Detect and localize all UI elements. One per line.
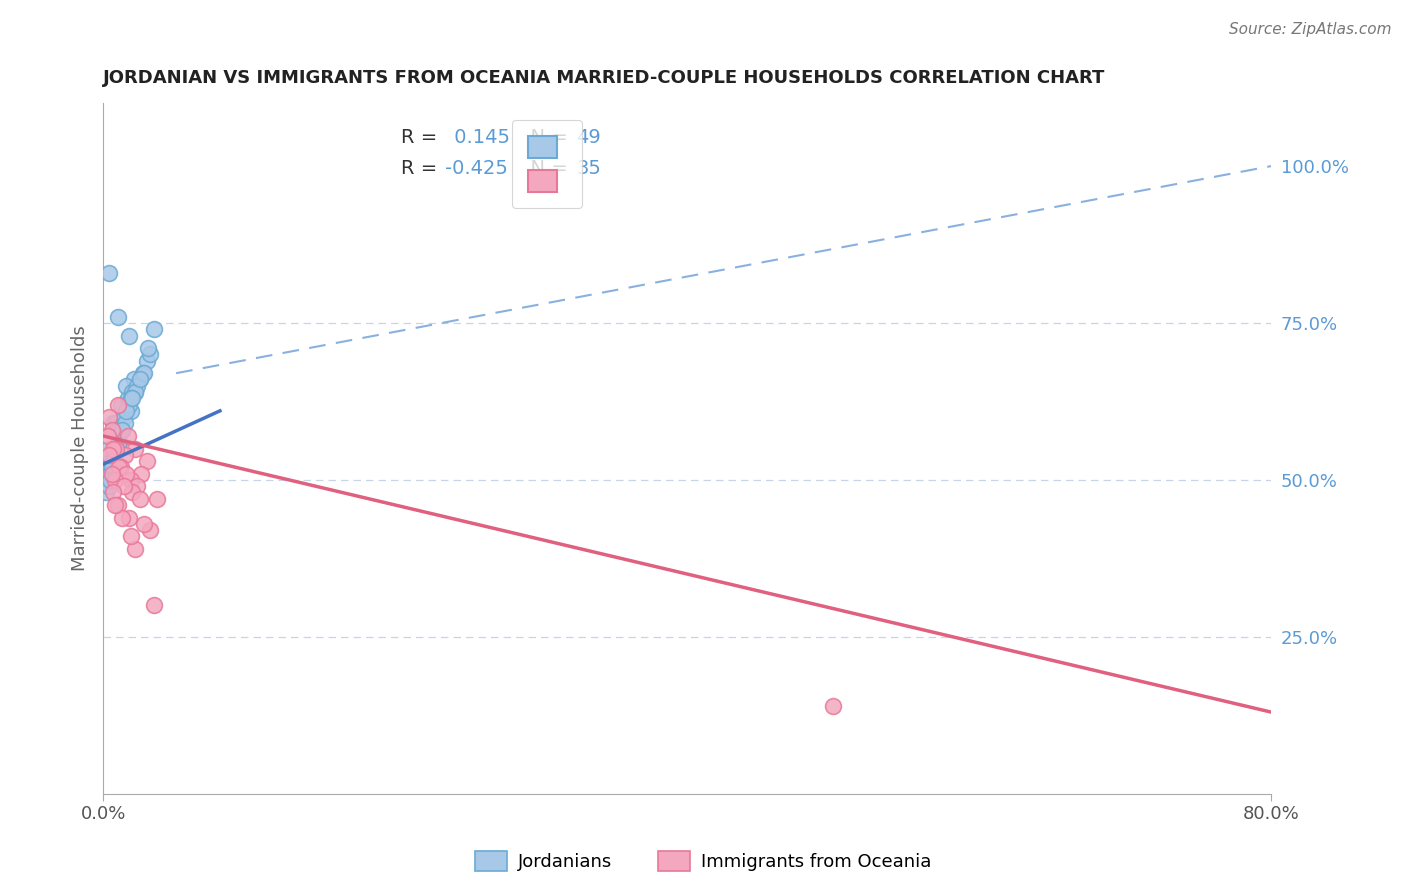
Point <box>117 392 139 406</box>
Point <box>120 404 142 418</box>
Point <box>101 423 124 437</box>
Point <box>143 322 166 336</box>
Point <box>136 353 159 368</box>
Point <box>114 448 136 462</box>
Point <box>98 266 121 280</box>
Point <box>125 378 148 392</box>
Point <box>107 398 129 412</box>
Point <box>117 429 139 443</box>
Point <box>111 510 134 524</box>
Legend: , : , <box>512 120 582 208</box>
Text: N =: N = <box>517 128 574 146</box>
Point <box>105 442 128 456</box>
Point <box>94 485 117 500</box>
Point <box>124 442 146 456</box>
Point <box>96 442 118 456</box>
Point <box>108 460 131 475</box>
Point <box>103 485 125 500</box>
Text: 49: 49 <box>576 128 600 146</box>
Point <box>98 410 121 425</box>
Point <box>107 429 129 443</box>
Point <box>107 498 129 512</box>
Point <box>104 498 127 512</box>
Point <box>96 429 118 443</box>
Point <box>115 404 138 418</box>
Point <box>105 442 128 456</box>
Point <box>100 473 122 487</box>
Point <box>129 467 152 481</box>
Point <box>118 398 141 412</box>
Point <box>105 417 128 431</box>
Text: R =: R = <box>401 159 443 178</box>
Point <box>108 435 131 450</box>
Point <box>98 479 121 493</box>
Text: N =: N = <box>517 159 574 178</box>
Text: -0.425: -0.425 <box>446 159 508 178</box>
Point <box>120 529 142 543</box>
Point <box>115 378 138 392</box>
Point <box>107 310 129 324</box>
Point <box>103 442 125 456</box>
Point <box>112 479 135 493</box>
Point <box>124 541 146 556</box>
Point <box>112 410 135 425</box>
Point <box>122 372 145 386</box>
Text: 0.145: 0.145 <box>447 128 510 146</box>
Point <box>125 479 148 493</box>
Point <box>132 516 155 531</box>
Point <box>94 479 117 493</box>
Point <box>110 398 132 412</box>
Point <box>111 423 134 437</box>
Point <box>120 473 142 487</box>
Point <box>100 467 122 481</box>
Point <box>118 510 141 524</box>
Point <box>101 467 124 481</box>
Point <box>131 366 153 380</box>
Point <box>143 599 166 613</box>
Point <box>110 460 132 475</box>
Text: JORDANIAN VS IMMIGRANTS FROM OCEANIA MARRIED-COUPLE HOUSEHOLDS CORRELATION CHART: JORDANIAN VS IMMIGRANTS FROM OCEANIA MAR… <box>103 69 1105 87</box>
Point <box>139 347 162 361</box>
Point <box>128 372 150 386</box>
Point <box>128 491 150 506</box>
Point <box>96 473 118 487</box>
Point <box>100 467 122 481</box>
Point <box>128 372 150 386</box>
Point <box>121 485 143 500</box>
Point <box>124 384 146 399</box>
Point <box>136 454 159 468</box>
Text: 35: 35 <box>576 159 600 178</box>
Point <box>101 460 124 475</box>
Point <box>98 448 121 462</box>
Point <box>105 442 128 456</box>
Y-axis label: Married-couple Households: Married-couple Households <box>72 326 89 572</box>
Point <box>146 491 169 506</box>
Point <box>138 341 160 355</box>
Text: R =: R = <box>401 128 443 146</box>
Point <box>114 417 136 431</box>
Point <box>120 392 142 406</box>
Point <box>104 442 127 456</box>
Point <box>111 423 134 437</box>
Point <box>139 523 162 537</box>
Point <box>823 698 845 713</box>
Point <box>104 448 127 462</box>
Point <box>103 417 125 431</box>
Point <box>107 423 129 437</box>
Point <box>124 384 146 399</box>
Point <box>121 392 143 406</box>
Point <box>104 473 127 487</box>
Point <box>121 384 143 399</box>
Point <box>103 454 125 468</box>
Text: Source: ZipAtlas.com: Source: ZipAtlas.com <box>1229 22 1392 37</box>
Point <box>118 328 141 343</box>
Legend: Jordanians, Immigrants from Oceania: Jordanians, Immigrants from Oceania <box>468 844 938 879</box>
Point <box>108 435 131 450</box>
Point <box>101 460 124 475</box>
Point <box>115 467 138 481</box>
Point <box>132 366 155 380</box>
Point <box>101 454 124 468</box>
